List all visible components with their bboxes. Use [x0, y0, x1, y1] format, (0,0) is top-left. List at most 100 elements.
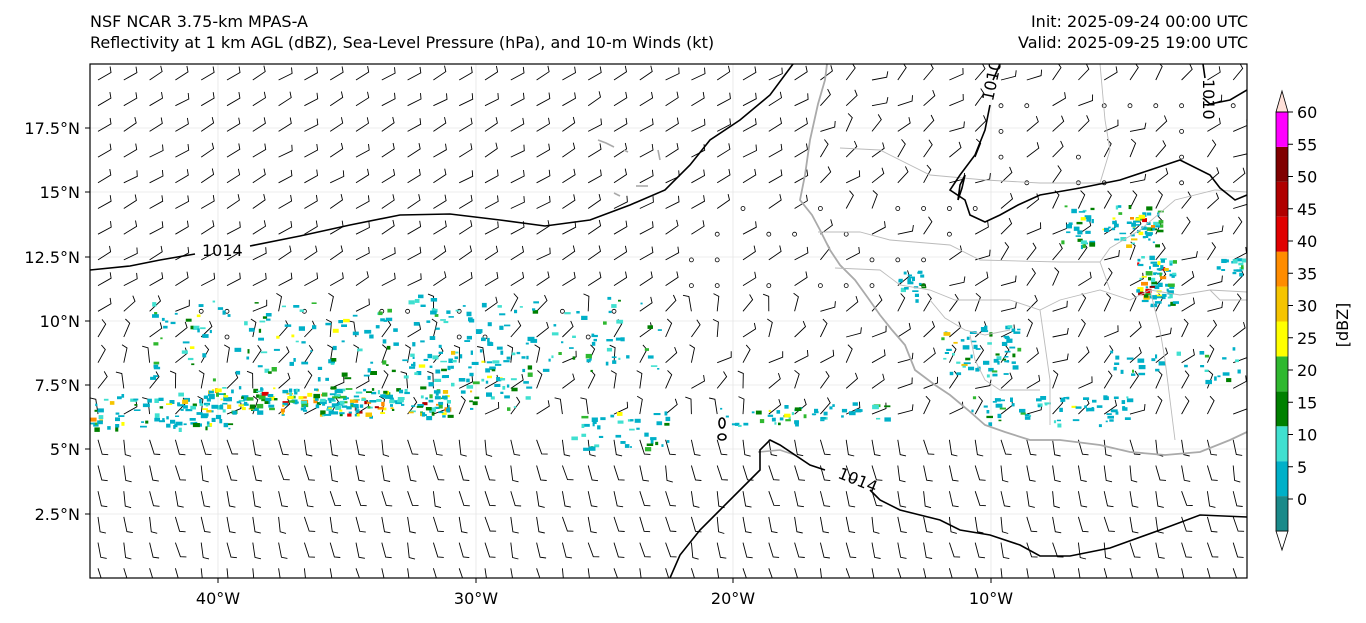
- reflectivity-cell: [1114, 238, 1120, 241]
- lat-label: 15°N: [40, 183, 80, 202]
- reflectivity-cell: [447, 414, 454, 418]
- reflectivity-cell: [1162, 293, 1167, 297]
- wind-barb: [639, 91, 654, 107]
- reflectivity-cell: [427, 375, 431, 380]
- reflectivity-cell: [426, 320, 431, 323]
- reflectivity-cell: [1159, 272, 1162, 277]
- reflectivity-cell: [343, 318, 350, 323]
- reflectivity-cell: [988, 367, 994, 372]
- wind-barb: [355, 168, 370, 184]
- wind-barb: [252, 491, 262, 508]
- reflectivity-cell: [1004, 360, 1010, 363]
- reflectivity-cell: [620, 337, 625, 342]
- wind-barb: [1181, 396, 1190, 415]
- reflectivity-cell: [1145, 292, 1152, 295]
- reflectivity-cell: [300, 400, 307, 404]
- reflectivity-cell: [295, 388, 298, 393]
- reflectivity-cell: [153, 361, 160, 365]
- wind-barb: [407, 168, 421, 184]
- reflectivity-cell: [656, 421, 663, 426]
- reflectivity-cell: [471, 361, 479, 365]
- reflectivity-cell: [367, 406, 371, 409]
- reflectivity-cell: [352, 314, 358, 317]
- wind-barb: [149, 117, 163, 132]
- reflectivity-cell: [324, 413, 332, 416]
- reflectivity-cell: [666, 440, 670, 443]
- reflectivity-cell: [325, 322, 332, 326]
- reflectivity-cell: [988, 422, 993, 427]
- calm-wind-marker: [405, 308, 411, 314]
- wind-barb: [1000, 275, 1017, 287]
- reflectivity-cell: [253, 388, 259, 393]
- reflectivity-cell: [1131, 234, 1135, 237]
- reflectivity-cell: [486, 392, 492, 397]
- wind-barb: [1103, 516, 1115, 532]
- reflectivity-cell: [430, 310, 437, 315]
- reflectivity-cell: [442, 395, 448, 399]
- reflectivity-cell: [980, 327, 986, 332]
- wind-barb: [303, 568, 306, 578]
- reflectivity-cell: [218, 393, 225, 395]
- wind-barb: [1129, 138, 1137, 158]
- isobar-1010-east: [1202, 64, 1247, 105]
- reflectivity-cell: [1073, 226, 1080, 231]
- wind-barb: [226, 117, 241, 132]
- wind-barb: [200, 66, 215, 81]
- reflectivity-cell: [238, 399, 246, 402]
- wind-barb: [200, 92, 215, 107]
- reflectivity-cell: [1059, 407, 1063, 412]
- reflectivity-cell: [206, 421, 210, 425]
- reflectivity-cell: [1165, 283, 1170, 287]
- reflectivity-cell: [265, 313, 272, 317]
- reflectivity-cell: [1000, 399, 1005, 402]
- reflectivity-cell: [115, 417, 120, 422]
- wind-barb: [252, 220, 267, 235]
- wind-barb: [149, 322, 163, 338]
- wind-barb: [819, 318, 828, 338]
- reflectivity-cell: [431, 308, 436, 312]
- wind-barb: [458, 516, 468, 534]
- reflectivity-cell: [487, 375, 492, 379]
- reflectivity-cell: [999, 407, 1006, 410]
- reflectivity-cell: [1153, 272, 1157, 276]
- reflectivity-cell: [390, 407, 394, 409]
- wind-barb: [561, 491, 571, 508]
- reflectivity-cell: [287, 396, 294, 400]
- wind-barb: [149, 516, 158, 534]
- reflectivity-cell: [1085, 230, 1091, 234]
- wind-barb: [252, 143, 267, 158]
- wind-barb: [949, 67, 964, 81]
- reflectivity-cell: [1169, 286, 1175, 289]
- reflectivity-cell: [260, 351, 268, 354]
- reflectivity-cell: [440, 360, 447, 363]
- reflectivity-cell: [432, 355, 439, 360]
- wind-barb: [1052, 115, 1065, 132]
- reflectivity-cell: [1142, 236, 1146, 239]
- reflectivity-cell: [345, 388, 353, 390]
- reflectivity-cell: [434, 406, 440, 409]
- reflectivity-cell: [969, 331, 977, 334]
- reflectivity-cell: [591, 417, 598, 422]
- reflectivity-cell: [591, 341, 596, 346]
- reflectivity-cell: [409, 410, 416, 413]
- wind-barb: [716, 439, 728, 456]
- reflectivity-cell: [492, 360, 500, 364]
- wind-barb: [484, 296, 498, 312]
- calm-wind-marker: [792, 231, 797, 237]
- wind-barb: [793, 292, 799, 312]
- wind-barb: [433, 117, 447, 132]
- wind-barb: [278, 516, 287, 534]
- reflectivity-cell: [133, 398, 139, 401]
- colorbar-tick-label: 25: [1297, 329, 1317, 348]
- reflectivity-cell: [1004, 337, 1010, 340]
- reflectivity-cell: [256, 390, 263, 393]
- wind-barb: [278, 169, 293, 184]
- wind-barb: [534, 344, 541, 363]
- wind-barb: [484, 542, 496, 558]
- calm-wind-marker: [895, 206, 901, 211]
- wind-barb: [1181, 542, 1193, 558]
- reflectivity-cell: [199, 399, 202, 404]
- wind-barb: [768, 542, 780, 558]
- reflectivity-field: [90, 205, 1247, 452]
- reflectivity-cell: [1223, 259, 1229, 263]
